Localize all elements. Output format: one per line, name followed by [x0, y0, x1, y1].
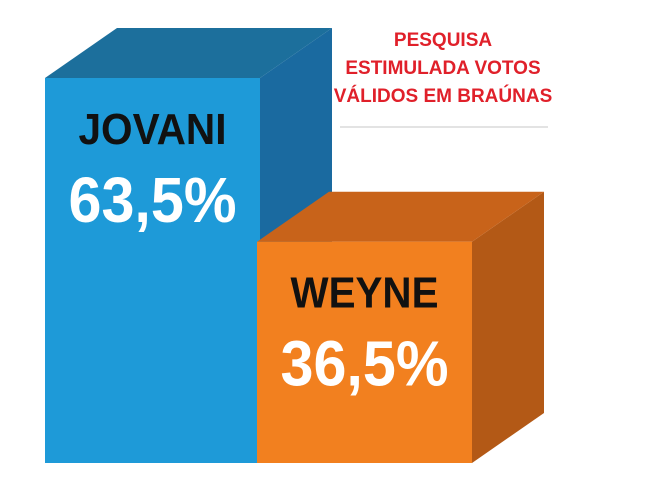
- bar-value-label: 63,5%: [69, 164, 237, 236]
- bar-front-weyne: [257, 241, 472, 463]
- chart-title-line-2: ESTIMULADA VOTOS: [345, 58, 540, 79]
- labels-layer: JOVANI 63,5% WEYNE 36,5%: [69, 105, 449, 400]
- bar-name-label: JOVANI: [79, 105, 227, 154]
- bar-value-label: 36,5%: [281, 328, 449, 400]
- bar-top-jovani: [45, 28, 332, 78]
- bars-layer: [45, 28, 544, 463]
- bar-weyne: [257, 191, 544, 463]
- bar-top-weyne: [257, 191, 544, 242]
- chart-title-line-1: PESQUISA: [394, 30, 492, 51]
- bar-front-jovani: [45, 78, 260, 463]
- bar-side-weyne: [472, 191, 544, 463]
- chart-title-line-3: VÁLIDOS EM BRAÚNAS: [334, 85, 553, 107]
- bar-name-label: WEYNE: [291, 269, 439, 318]
